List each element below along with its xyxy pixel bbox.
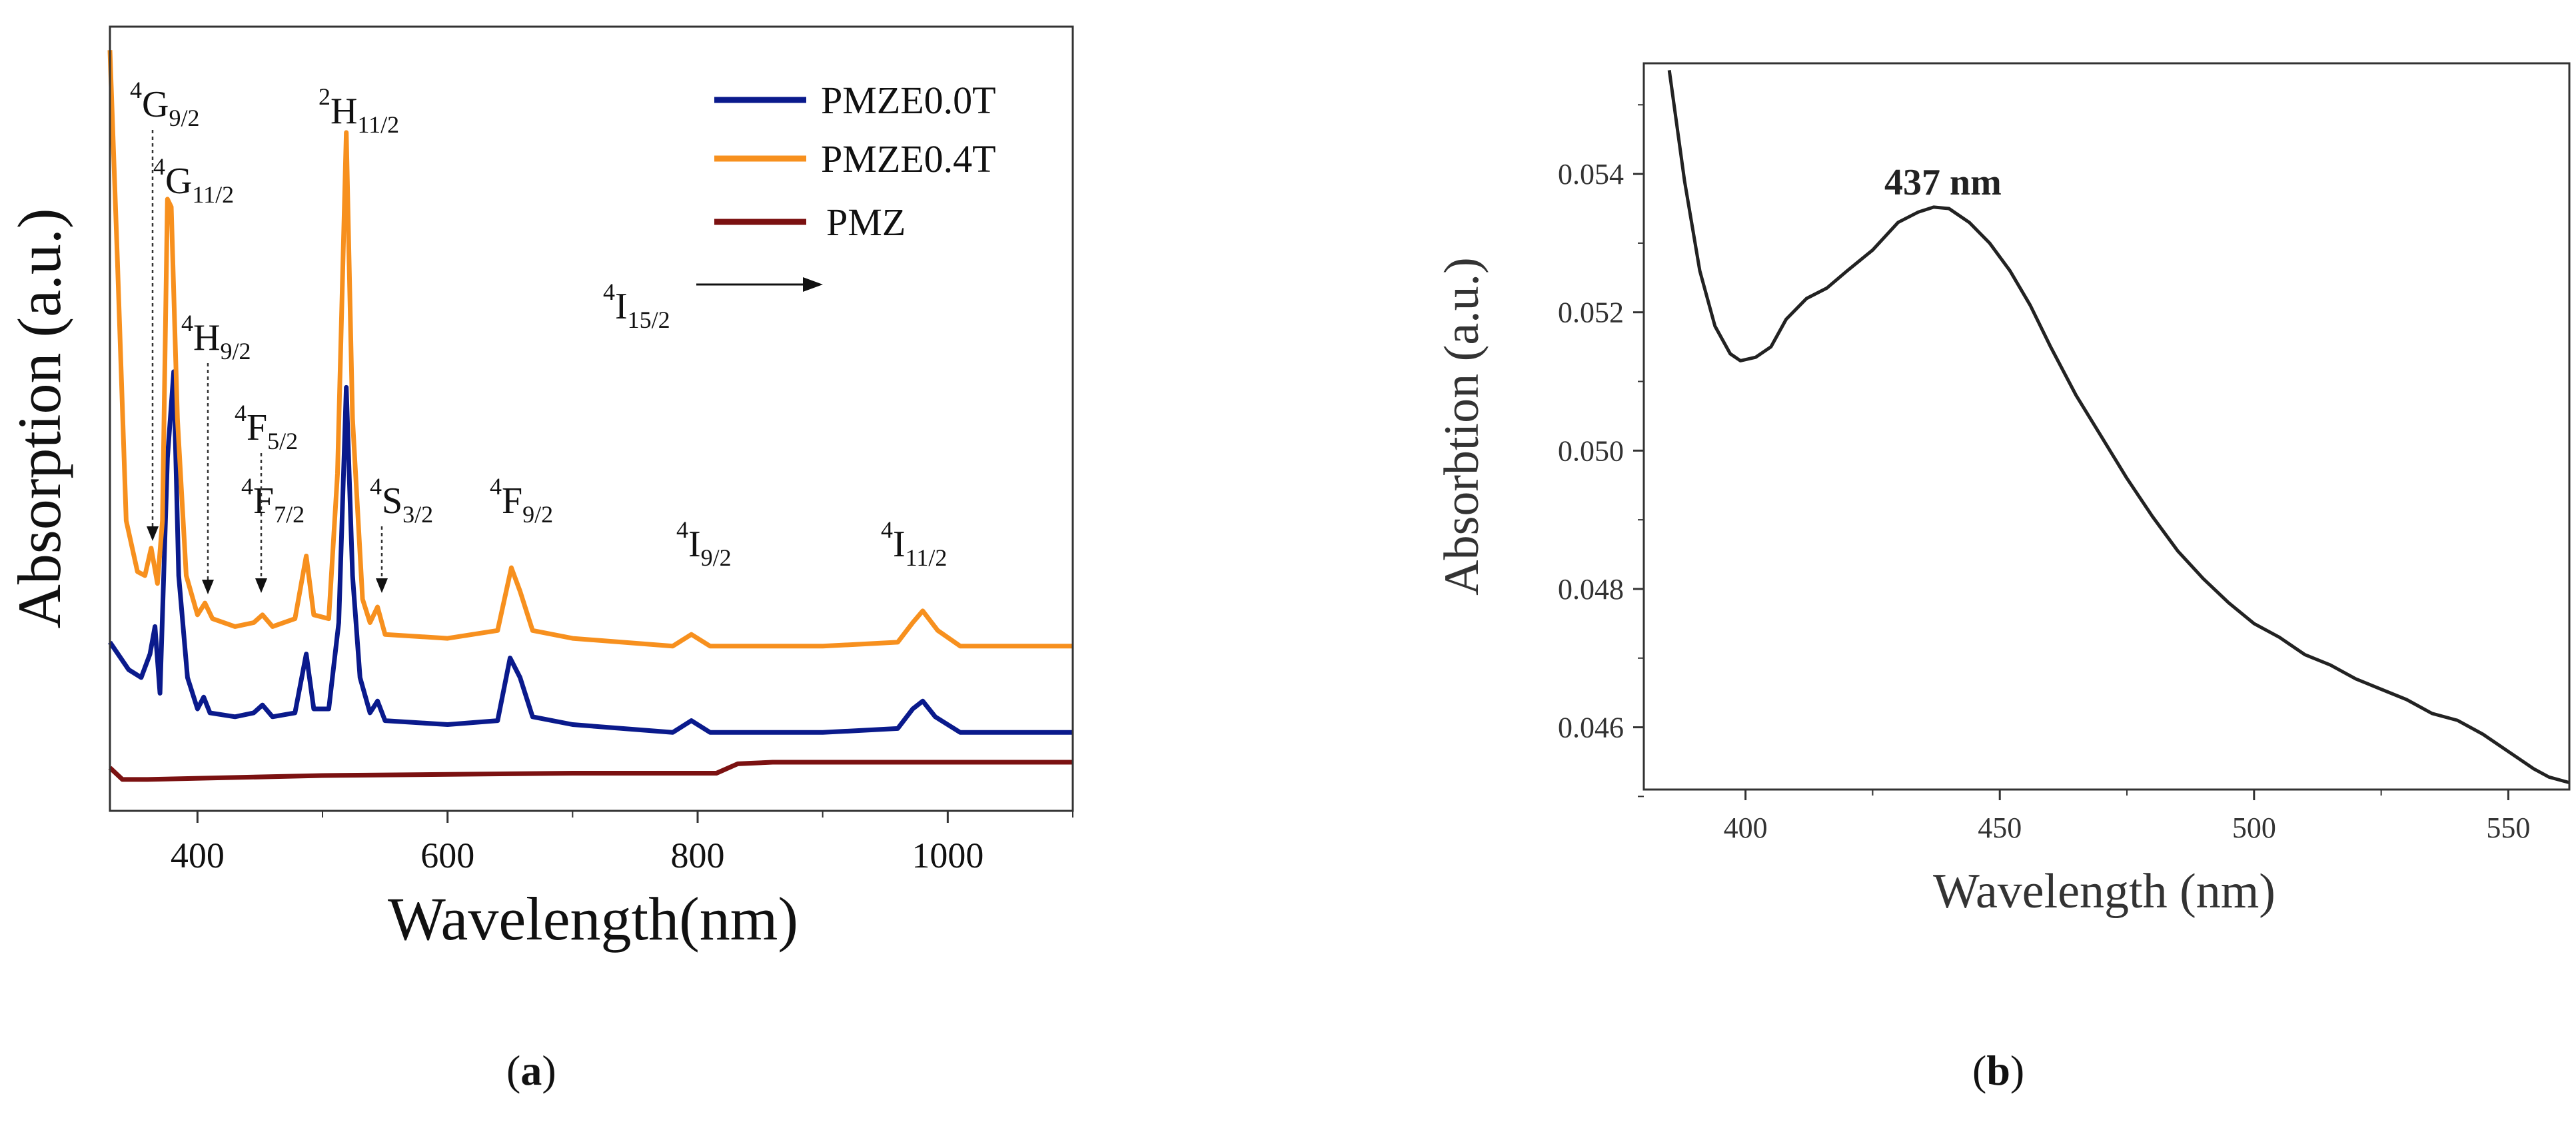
panel-a-x-tick-label: 800 <box>671 836 725 875</box>
level-label-4I11-2: 4I11/2 <box>881 516 947 571</box>
leader-4F5-2 <box>255 453 267 593</box>
panel-a-x-tick-label: 600 <box>420 836 474 875</box>
panel-a-label: (a) <box>506 1047 556 1094</box>
panel-b-peak-annotation: 437 nm <box>1884 162 2002 203</box>
svg-text:2H11/2: 2H11/2 <box>319 83 399 138</box>
leader-4S3-2 <box>376 526 388 593</box>
panel-a-legend: PMZE0.0T PMZE0.4T PMZ <box>714 79 996 244</box>
svg-text:4G11/2: 4G11/2 <box>153 153 234 208</box>
panel-b-x-axis-label: Wavelength (nm) <box>1933 864 2275 919</box>
svg-text:4I15/2: 4I15/2 <box>603 279 670 333</box>
panel-b-y-tick-label: 0.052 <box>1558 296 1624 329</box>
transition-arrowhead <box>803 277 823 292</box>
panel-a-series-group <box>107 50 1073 782</box>
legend-entry-pmze00t: PMZE0.0T <box>714 79 996 122</box>
panel-b-x-ticks: 400 450 500 550 <box>1724 790 2530 844</box>
svg-text:PMZ: PMZ <box>826 201 906 244</box>
panel-b-y-tick-label: 0.050 <box>1558 434 1624 467</box>
panel-b-y-ticks: 0.046 0.048 0.050 0.052 0.054 <box>1558 104 1644 798</box>
panel-b-x-tick-label: 450 <box>1978 812 2022 844</box>
panel-a-axes-frame <box>109 25 1074 812</box>
panel-a-chart: 400 600 800 1000 Wavelength(nm) Absorption … <box>5 25 1074 953</box>
level-label-4G11-2: 4G11/2 <box>153 153 234 208</box>
series-line-pmze04t <box>107 50 1073 649</box>
panel-b-y-tick-label: 0.048 <box>1558 573 1624 606</box>
svg-text:4F5/2: 4F5/2 <box>235 400 298 454</box>
series-line-absorbtion <box>1667 70 2570 785</box>
svg-text:PMZE0.0T: PMZE0.0T <box>821 79 996 122</box>
svg-text:4I11/2: 4I11/2 <box>881 516 947 571</box>
panel-a-level-annotations: 4G9/2 4G11/2 4H9/2 4F5/2 4F7/2 2H11/2 4S… <box>130 77 947 594</box>
level-label-4S3-2: 4S3/2 <box>370 473 433 528</box>
panel-b-axes-frame <box>1642 62 2571 791</box>
panel-b-y-tick-label: 0.046 <box>1558 712 1624 744</box>
series-line-pmz <box>108 760 1073 782</box>
panel-a-x-ticks: 400 600 800 1000 <box>171 811 1073 875</box>
svg-text:4F7/2: 4F7/2 <box>241 473 305 528</box>
legend-entry-pmz: PMZ <box>714 201 906 244</box>
svg-text:PMZE0.4T: PMZE0.4T <box>821 137 996 181</box>
panel-b-x-tick-label: 400 <box>1724 812 1768 844</box>
panel-b-y-tick-label: 0.054 <box>1558 158 1624 191</box>
panel-b-label: (b) <box>1972 1047 2025 1094</box>
svg-text:4S3/2: 4S3/2 <box>370 473 433 528</box>
panel-b-x-tick-label: 500 <box>2232 812 2276 844</box>
level-label-4F5-2: 4F5/2 <box>235 400 298 454</box>
level-label-4I15-2: 4I15/2 <box>603 279 670 333</box>
level-label-4F9-2: 4F9/2 <box>490 473 553 528</box>
leader-4G9-2 <box>147 130 159 541</box>
series-line-pmze00t <box>108 369 1073 735</box>
level-label-2H11-2: 2H11/2 <box>319 83 399 138</box>
svg-text:4H9/2: 4H9/2 <box>181 310 251 364</box>
panel-b-series-group <box>1667 70 2570 785</box>
svg-text:4I9/2: 4I9/2 <box>676 516 732 571</box>
panel-b-chart: 400 450 500 550 0.046 0.048 0.050 0.052 0.054 W… <box>1435 62 2571 919</box>
level-label-4I9-2: 4I9/2 <box>676 516 732 571</box>
panel-a-x-tick-label: 1000 <box>912 836 983 875</box>
panel-b-y-axis-label: Absorbtion (a.u.) <box>1435 257 1489 596</box>
panel-a-x-tick-label: 400 <box>171 836 225 875</box>
legend-entry-pmze04t: PMZE0.4T <box>714 137 996 181</box>
svg-text:4G9/2: 4G9/2 <box>130 77 199 131</box>
level-label-4H9-2: 4H9/2 <box>181 310 251 364</box>
svg-text:4F9/2: 4F9/2 <box>490 473 553 528</box>
level-label-4G9-2: 4G9/2 <box>130 77 199 131</box>
panel-a-x-axis-label: Wavelength(nm) <box>388 885 798 953</box>
panel-a-y-axis-label: Absorption (a.u.) <box>5 208 73 628</box>
panel-b-x-tick-label: 550 <box>2486 812 2530 844</box>
leader-4H9-2 <box>202 363 214 594</box>
level-label-4F7-2: 4F7/2 <box>241 473 305 528</box>
